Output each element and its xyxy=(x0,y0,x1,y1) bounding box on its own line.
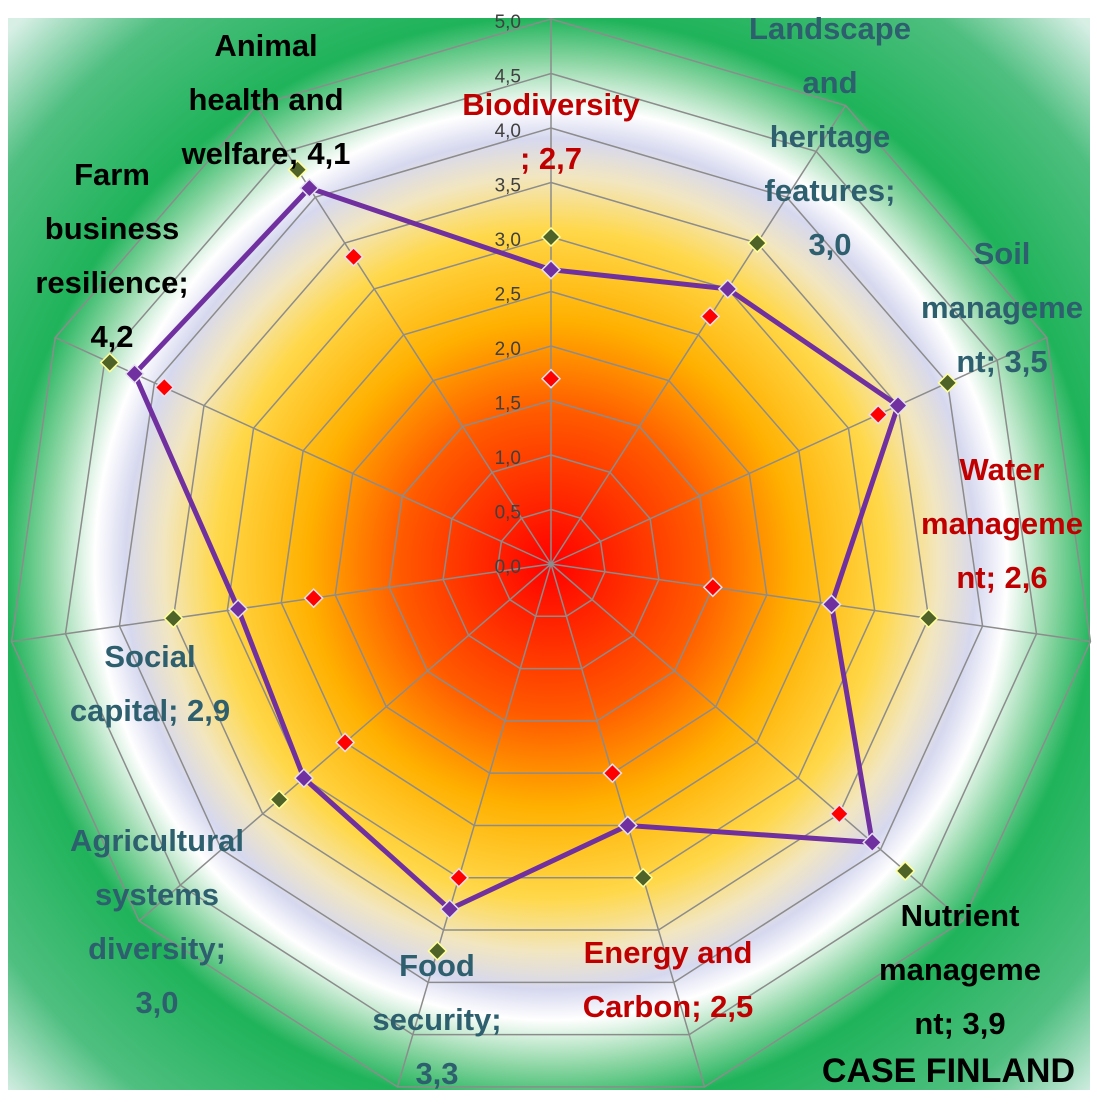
grid-ring xyxy=(388,399,714,722)
grid-ring xyxy=(334,345,768,774)
r-tick-label: 3,5 xyxy=(495,176,521,197)
data-point xyxy=(862,832,883,853)
data-point xyxy=(343,246,364,267)
spoke xyxy=(550,336,1048,565)
data-point xyxy=(269,789,290,810)
r-tick-label: 3,0 xyxy=(495,230,521,251)
spoke xyxy=(550,563,964,922)
spoke xyxy=(550,105,847,565)
grid-ring xyxy=(280,290,822,827)
grid-ring xyxy=(10,18,1092,1088)
data-point xyxy=(700,306,721,327)
r-tick-label: 0,0 xyxy=(495,557,521,578)
category-label: Agricultural systems diversity; 3,0 xyxy=(70,823,244,1020)
data-point xyxy=(448,867,469,888)
data-point xyxy=(821,594,842,615)
data-point xyxy=(633,867,654,888)
category-label: Social capital; 2,9 xyxy=(69,639,231,728)
data-point xyxy=(717,278,738,299)
data-point xyxy=(228,598,249,620)
grid-ring xyxy=(118,127,984,984)
data-point xyxy=(540,259,562,280)
data-point xyxy=(540,226,562,248)
data-point xyxy=(293,768,314,789)
data-point xyxy=(287,159,308,180)
r-tick-label: 4,5 xyxy=(495,67,521,88)
data-point xyxy=(439,899,460,920)
spoke xyxy=(396,563,552,1088)
r-tick-label: 4,0 xyxy=(495,121,521,142)
data-point xyxy=(99,352,120,373)
data-point xyxy=(937,372,958,393)
data-point xyxy=(303,588,324,609)
data-point xyxy=(702,577,723,598)
spoke xyxy=(550,563,1091,643)
r-tick-label: 1,0 xyxy=(495,448,521,469)
data-point xyxy=(918,608,939,629)
data-point xyxy=(887,395,909,416)
grid-ring xyxy=(496,508,606,618)
grid-ring xyxy=(442,454,660,670)
data-point xyxy=(602,763,623,784)
data-point xyxy=(829,803,850,824)
data-point xyxy=(868,404,889,425)
category-label: Soil management; 3,5 xyxy=(921,236,1083,379)
data-point xyxy=(163,608,184,629)
category-label: Water management; 2,6 xyxy=(921,452,1083,595)
r-tick-label: 2,0 xyxy=(495,339,521,360)
category-label: Food security; 3,3 xyxy=(372,948,502,1091)
category-label: Landscape and heritage features; 3,0 xyxy=(749,11,911,262)
data-point xyxy=(747,233,768,254)
category-label: Nutrient management; 3,9 xyxy=(879,898,1041,1041)
chart-title: CASE FINLAND xyxy=(821,1052,1075,1090)
category-label: Animal health and welfare; 4,1 xyxy=(181,28,351,171)
category-label: Energy and Carbon; 2,5 xyxy=(582,935,754,1024)
data-point xyxy=(154,377,175,398)
series-line xyxy=(131,185,901,913)
category-label: Biodiversity; 2,7 xyxy=(462,87,640,176)
background xyxy=(8,18,1090,1090)
spoke xyxy=(11,563,552,643)
data-point xyxy=(334,732,356,753)
r-tick-label: 1,5 xyxy=(495,394,521,415)
data-point xyxy=(124,363,145,384)
data-point xyxy=(299,177,320,199)
grid-ring xyxy=(64,72,1038,1036)
r-tick-label: 0,5 xyxy=(495,503,521,524)
data-point xyxy=(427,940,448,962)
grid-ring xyxy=(172,181,930,931)
data-point xyxy=(617,815,638,836)
grid-ring xyxy=(226,236,876,879)
data-point xyxy=(895,860,916,881)
data-point xyxy=(540,368,562,389)
r-tick-label: 2,5 xyxy=(495,285,521,306)
category-label: Farm business resilience; 4,2 xyxy=(35,157,189,354)
r-tick-label: 5,0 xyxy=(495,12,521,33)
